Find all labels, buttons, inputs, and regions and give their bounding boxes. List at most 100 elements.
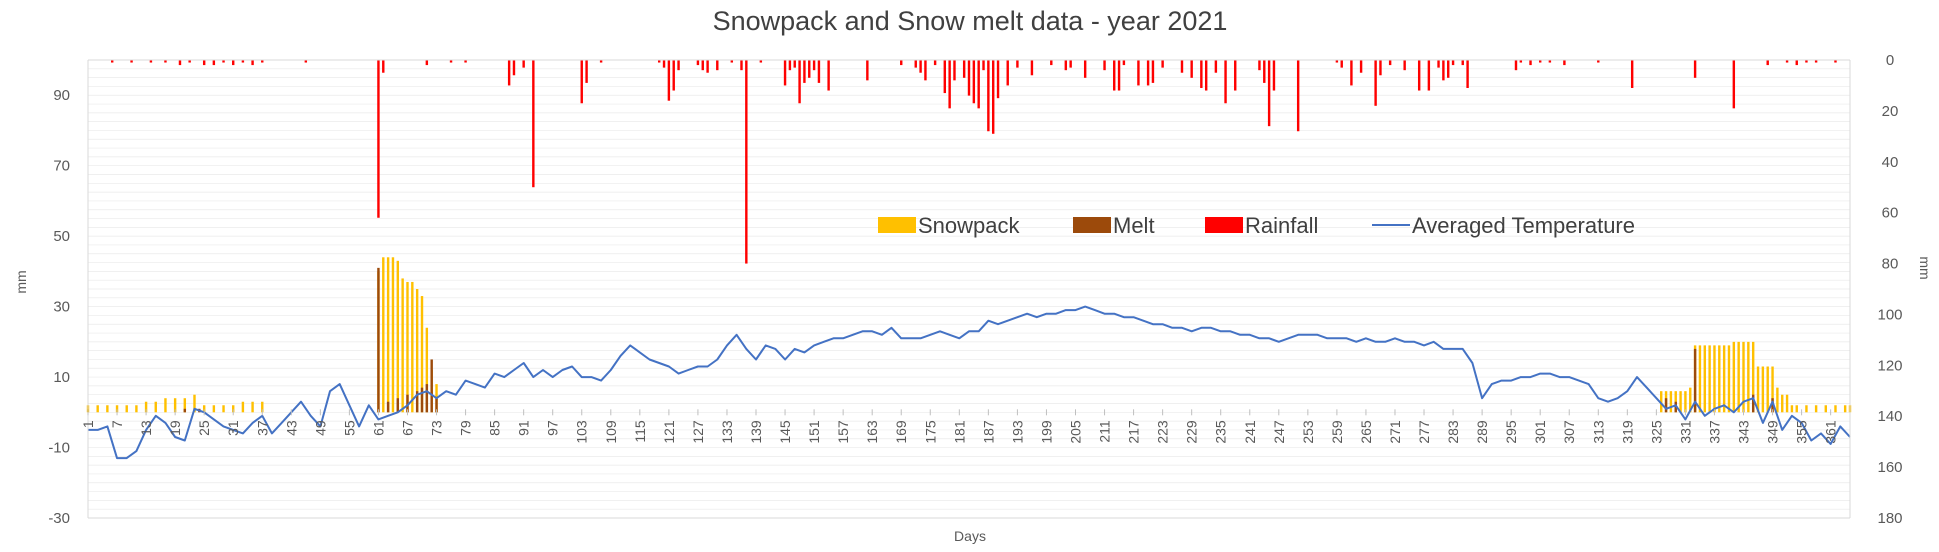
rainfall-bar — [1350, 60, 1353, 86]
x-tick-label: 325 — [1648, 420, 1664, 444]
x-tick-label: 313 — [1590, 420, 1606, 444]
rainfall-bar — [716, 60, 719, 71]
x-tick-label: 31 — [225, 420, 241, 436]
x-tick-label: 169 — [893, 420, 909, 444]
rainfall-bar — [1514, 60, 1518, 71]
x-tick-label: 307 — [1561, 420, 1577, 444]
right-tick-label: 100 — [1877, 306, 1902, 323]
x-tick-label: 67 — [399, 420, 415, 436]
snowpack-bar — [1756, 366, 1760, 413]
rainfall-bars — [110, 60, 1837, 264]
rainfall-bar — [977, 60, 980, 109]
rainfall-bar — [1451, 60, 1455, 66]
x-tick-label: 187 — [980, 420, 996, 444]
snowpack-bar — [1834, 405, 1837, 413]
melt-bar — [415, 391, 419, 413]
rainfall-bar — [948, 60, 951, 109]
x-tick-label: 109 — [603, 420, 619, 444]
x-tick-label: 253 — [1300, 420, 1316, 444]
snowpack-bar — [1781, 394, 1784, 413]
right-tick-label: 20 — [1882, 103, 1899, 120]
x-tick-label: 289 — [1474, 420, 1490, 444]
rainfall-bar — [1263, 60, 1266, 83]
x-tick-label: 247 — [1271, 420, 1287, 444]
rainfall-bar — [241, 60, 245, 63]
legend-swatch-snowpack — [878, 217, 916, 233]
x-tick-label: 79 — [458, 420, 474, 436]
rainfall-bar — [1224, 60, 1227, 104]
rainfall-bar — [701, 60, 704, 71]
snowpack-bar — [1708, 345, 1711, 413]
rainfall-bar — [178, 60, 182, 66]
legend-label-rainfall: Rainfall — [1245, 213, 1318, 238]
rainfall-bar — [1234, 60, 1237, 91]
rainfall-bar — [677, 60, 680, 71]
rainfall-bar — [1359, 60, 1363, 73]
x-tick-label: 217 — [1126, 420, 1142, 444]
rainfall-bar — [1538, 60, 1542, 63]
right-tick-label: 60 — [1882, 205, 1899, 222]
x-tick-label: 91 — [516, 420, 532, 436]
snowpack-bar — [212, 405, 216, 413]
snowpack-bar — [1766, 366, 1769, 413]
rainfall-bar — [812, 60, 816, 71]
rainfall-bar — [1388, 60, 1392, 66]
snowpack-bar — [415, 289, 419, 413]
x-tick-label: 25 — [196, 420, 212, 436]
melt-bar — [420, 387, 424, 413]
x-tick-label: 349 — [1765, 420, 1781, 444]
snowpack-bar — [401, 278, 404, 413]
rainfall-bar — [110, 60, 114, 63]
snowpack-bar — [1795, 405, 1798, 413]
x-tick-label: 229 — [1184, 420, 1200, 444]
gridlines — [88, 59, 1850, 519]
snowpack-bar — [125, 405, 128, 413]
rainfall-bar — [982, 60, 985, 71]
x-tick-label: 241 — [1242, 420, 1258, 444]
rainfall-bar — [788, 60, 792, 71]
rainfall-bar — [449, 60, 453, 63]
rainfall-bar — [933, 60, 937, 66]
rainfall-bar — [1272, 60, 1276, 91]
rainfall-bar — [382, 60, 385, 73]
rainfall-bar — [1117, 60, 1121, 91]
rainfall-bar — [1050, 60, 1053, 66]
snowpack-bar — [386, 257, 390, 413]
rainfall-bar — [1447, 60, 1450, 78]
x-tick-label: 49 — [312, 420, 328, 436]
rainfall-bar — [1103, 60, 1106, 71]
x-tick-label: 343 — [1736, 420, 1752, 444]
x-tick-label: 265 — [1358, 420, 1374, 444]
chart-title: Snowpack and Snow melt data - year 2021 — [713, 6, 1228, 36]
snowpack-bars — [86, 257, 1852, 413]
snowpack-bar — [406, 281, 409, 413]
rainfall-bar — [996, 60, 1000, 99]
x-tick-label: 331 — [1677, 420, 1693, 444]
x-tick-label: 103 — [574, 420, 590, 444]
rainfall-bar — [202, 60, 206, 66]
rainfall-bar — [1030, 60, 1034, 76]
snowpack-bar — [1669, 391, 1673, 413]
legend-swatch-rainfall — [1205, 217, 1243, 233]
x-tick-label: 223 — [1155, 420, 1171, 444]
rainfall-bar — [130, 60, 133, 63]
legend: Snowpack Melt Rainfall Averaged Temperat… — [878, 213, 1635, 238]
x-tick-label: 61 — [370, 420, 386, 436]
snowpack-bar — [222, 405, 225, 413]
left-tick-label: 30 — [53, 299, 70, 316]
melt-bar — [386, 401, 390, 413]
x-tick-label: 1 — [80, 420, 96, 428]
rainfall-bar — [783, 60, 787, 86]
rainfall-bar — [1214, 60, 1218, 73]
rainfall-bar — [1461, 60, 1464, 66]
snowpack-bar — [411, 281, 414, 413]
left-axis-ticks: 90 70 50 30 10 -10 -30 — [48, 87, 70, 527]
snowpack-bar — [183, 398, 187, 413]
rainfall-bar — [1442, 60, 1445, 81]
snowpack-bar — [425, 327, 429, 413]
melt-bars — [183, 267, 1774, 413]
snowpack-bar — [173, 398, 177, 413]
rainfall-bar — [706, 60, 709, 73]
left-tick-label: 50 — [53, 228, 70, 245]
x-tick-label: 199 — [1038, 420, 1054, 444]
